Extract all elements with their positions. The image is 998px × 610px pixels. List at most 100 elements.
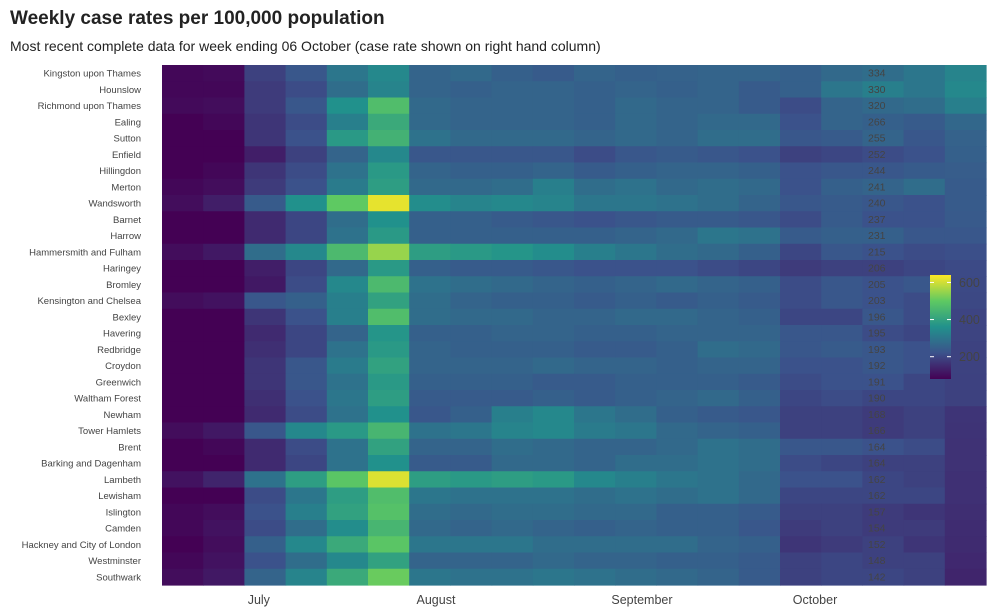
- heatmap-cell: [738, 520, 781, 537]
- heatmap-cell: [532, 260, 575, 277]
- row-label: Haringey: [103, 264, 141, 275]
- heatmap-cell: [656, 471, 699, 489]
- heatmap-cell: [903, 113, 946, 131]
- heatmap-cell: [862, 292, 905, 310]
- heatmap-cell: [162, 97, 204, 115]
- row-label: Kingston upon Thames: [43, 69, 141, 80]
- heatmap-cell: [326, 422, 369, 440]
- heatmap-cell: [285, 260, 328, 277]
- heatmap-cell: [574, 422, 616, 440]
- heatmap-cell: [450, 536, 493, 554]
- heatmap-cell: [244, 211, 287, 229]
- heatmap-cell: [532, 406, 575, 424]
- heatmap-cell: [903, 438, 946, 456]
- heatmap-cell: [450, 81, 493, 99]
- heatmap-cell: [697, 308, 740, 326]
- heatmap-cell: [244, 357, 287, 375]
- heatmap-cell: [491, 422, 534, 440]
- heatmap-cell: [944, 325, 987, 342]
- heatmap-cell: [780, 227, 822, 245]
- heatmap-cell: [574, 487, 616, 505]
- heatmap-cell: [162, 113, 204, 131]
- heatmap-cell: [532, 292, 575, 310]
- heatmap-cell: [615, 276, 657, 294]
- heatmap-cell: [615, 455, 657, 472]
- row-label: Hackney and City of London: [22, 540, 141, 551]
- heatmap-cell: [615, 146, 657, 164]
- heatmap-cell: [244, 81, 287, 99]
- heatmap-cell: [162, 390, 204, 407]
- heatmap-cell: [203, 308, 245, 326]
- heatmap-cell: [903, 455, 946, 472]
- heatmap-cell: [574, 308, 616, 326]
- heatmap-cell: [862, 471, 905, 489]
- month-label: September: [611, 593, 672, 607]
- heatmap-cell: [615, 81, 657, 99]
- heatmap-cell: [326, 130, 369, 147]
- heatmap-cell: [450, 113, 493, 131]
- row-label: Wandsworth: [89, 199, 141, 210]
- heatmap-cell: [285, 422, 328, 440]
- heatmap-cell: [203, 65, 245, 82]
- heatmap-cell: [532, 471, 575, 489]
- heatmap-cell: [821, 455, 863, 472]
- heatmap-cell: [532, 308, 575, 326]
- heatmap-cell: [532, 130, 575, 147]
- heatmap-cell: [697, 195, 740, 212]
- heatmap-cell: [162, 162, 204, 180]
- heatmap-cell: [738, 438, 781, 456]
- color-legend: 200 400 600: [930, 275, 980, 379]
- heatmap-cell: [738, 455, 781, 472]
- heatmap-cell: [203, 390, 245, 407]
- heatmap-cell: [244, 422, 287, 440]
- heatmap-cell: [574, 195, 616, 212]
- row-label: Hammersmith and Fulham: [29, 247, 141, 258]
- heatmap-cell: [532, 455, 575, 472]
- heatmap-cell: [244, 341, 287, 359]
- heatmap-cell: [244, 373, 287, 391]
- case-rate-label: 320: [868, 100, 886, 112]
- heatmap-cell: [244, 227, 287, 245]
- heatmap-cell: [697, 373, 740, 391]
- heatmap-cell: [368, 552, 410, 570]
- heatmap-cell: [615, 422, 657, 440]
- heatmap-cell: [697, 568, 740, 586]
- heatmap-cell: [450, 162, 493, 180]
- rate-labels: 334 330 320 266 255 252 244 241 240 237 231 215 206 2…: [868, 68, 886, 584]
- heatmap-cell: [944, 243, 987, 261]
- case-rate-label: 162: [868, 490, 886, 502]
- heatmap-cell: [368, 438, 410, 456]
- heatmap-cell: [409, 178, 451, 196]
- heatmap-cell: [780, 455, 822, 472]
- heatmap-cell: [285, 227, 328, 245]
- heatmap-cell: [162, 227, 204, 245]
- heatmap-cell: [409, 113, 451, 131]
- heatmap-cell: [532, 276, 575, 294]
- heatmap-cell: [738, 97, 781, 115]
- heatmap-cell: [368, 536, 410, 554]
- heatmap-cell: [780, 292, 822, 310]
- case-rate-label: 237: [868, 214, 886, 226]
- heatmap-cell: [409, 438, 451, 456]
- heatmap-cell: [326, 406, 369, 424]
- heatmap-cell: [615, 65, 657, 82]
- heatmap-cell: [409, 552, 451, 570]
- heatmap-cell: [821, 146, 863, 164]
- heatmap-cell: [656, 130, 699, 147]
- heatmap-cell: [656, 503, 699, 521]
- heatmap-cell: [162, 455, 204, 472]
- heatmap-cell: [326, 211, 369, 229]
- heatmap-cell: [450, 195, 493, 212]
- heatmap-cell: [450, 130, 493, 147]
- heatmap-cell: [203, 568, 245, 586]
- heatmap-cell: [326, 325, 369, 342]
- heatmap-cell: [944, 292, 987, 310]
- heatmap-cell: [491, 341, 534, 359]
- heatmap-cell: [903, 65, 946, 82]
- heatmap-cell: [162, 65, 204, 82]
- heatmap-cell: [409, 260, 451, 277]
- heatmap-cell: [944, 373, 987, 391]
- heatmap-cell: [450, 292, 493, 310]
- row-label: Havering: [103, 329, 141, 340]
- heatmap-cell: [450, 260, 493, 277]
